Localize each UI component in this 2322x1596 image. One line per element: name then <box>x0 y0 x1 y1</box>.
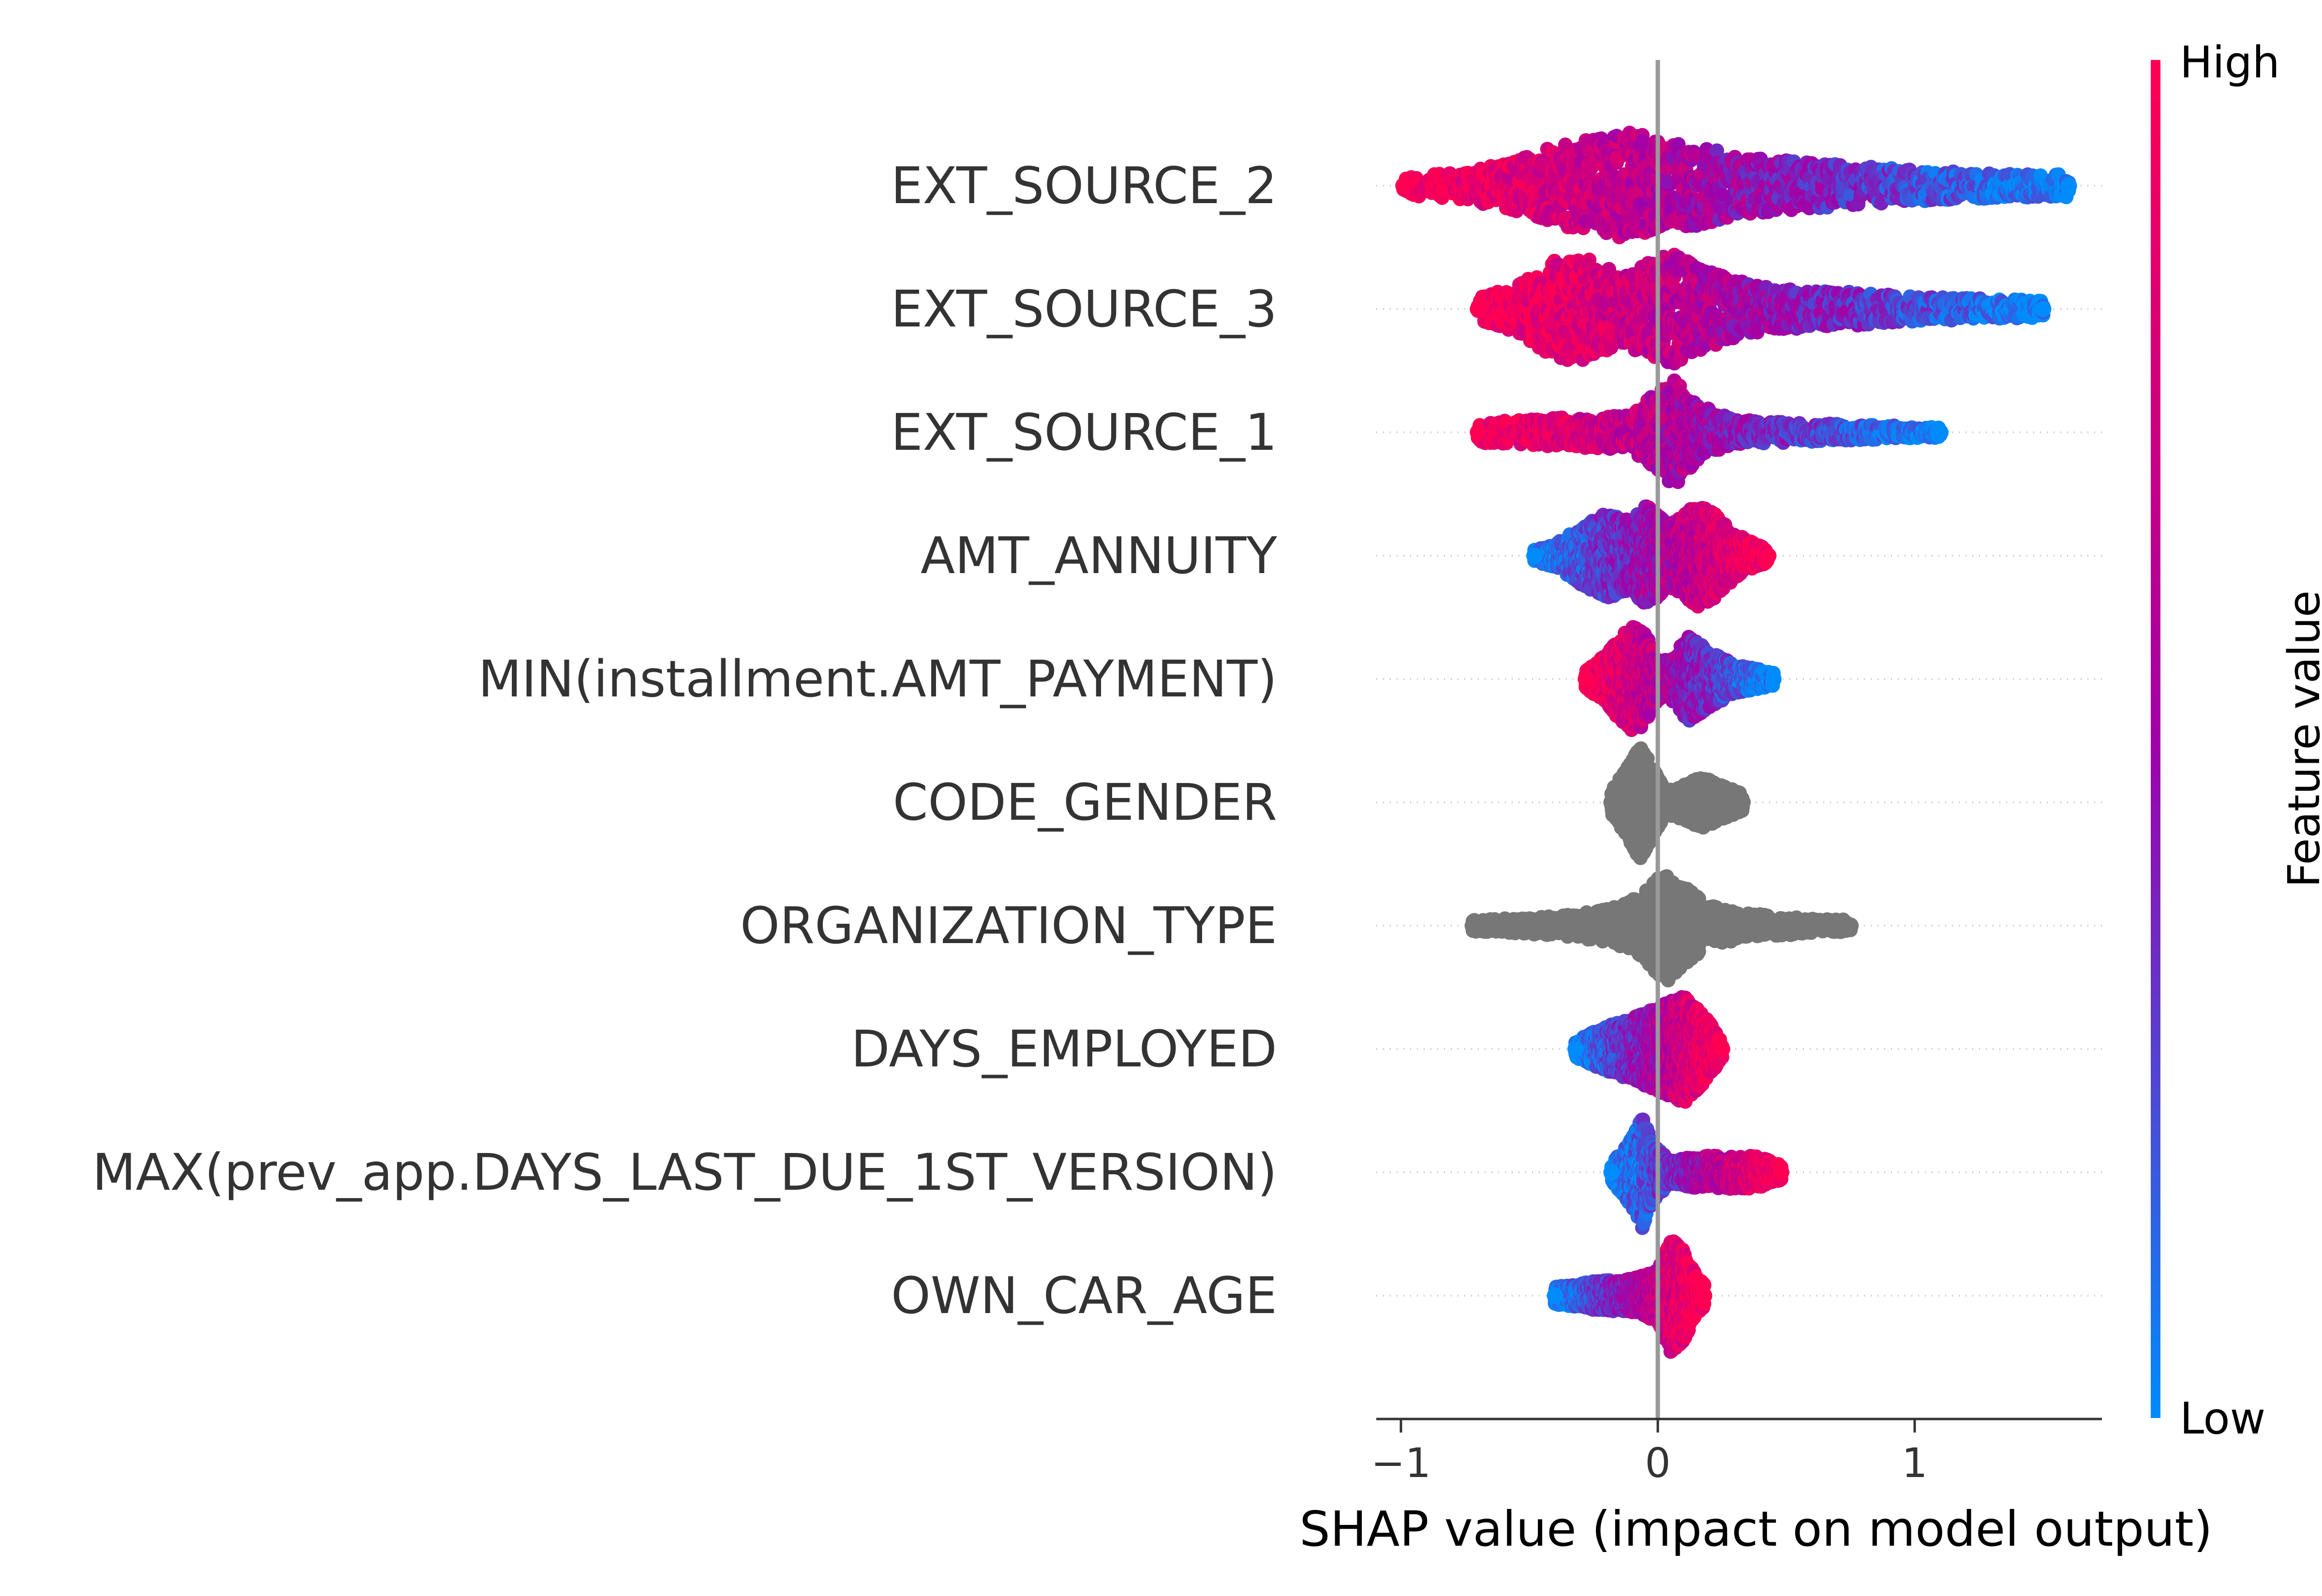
shap-point <box>2035 301 2052 317</box>
feature-swarm <box>1526 499 1777 614</box>
row-gridlines <box>1376 185 2102 1297</box>
feature-swarm <box>1395 125 2077 245</box>
shap-point <box>1583 159 1598 174</box>
feature-swarm <box>1470 248 2052 370</box>
shap-point <box>2060 177 2077 194</box>
shap-point <box>1395 177 1412 194</box>
beeswarm-points <box>1395 125 2077 1359</box>
shap-point <box>1470 424 1487 441</box>
shap-point <box>1470 301 1487 317</box>
shap-point <box>1932 424 1949 441</box>
feature-swarm <box>1470 373 1949 489</box>
shap-point <box>1635 134 1650 149</box>
